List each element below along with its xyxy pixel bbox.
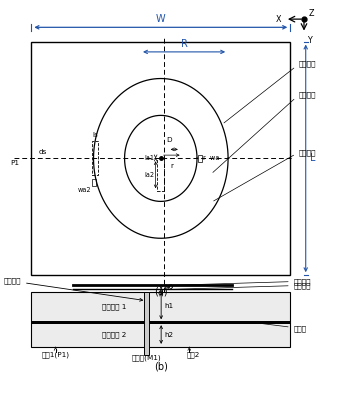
Bar <box>144 291 149 355</box>
Text: la1: la1 <box>144 155 154 161</box>
Bar <box>92 179 96 186</box>
Text: h1: h1 <box>164 303 173 309</box>
Text: ds: ds <box>38 149 47 155</box>
Text: R: R <box>181 39 187 49</box>
Text: 接地面: 接地面 <box>254 323 307 332</box>
Text: 介质基片: 介质基片 <box>214 149 316 201</box>
Text: 馈线1(P1): 馈线1(P1) <box>42 352 70 358</box>
Text: (a): (a) <box>154 286 168 297</box>
Text: 介质基片 1: 介质基片 1 <box>102 304 126 310</box>
Text: X: X <box>276 15 282 23</box>
Bar <box>31 321 290 324</box>
Text: L: L <box>310 153 315 164</box>
Bar <box>92 141 98 175</box>
Text: 介质基片 2: 介质基片 2 <box>102 331 126 338</box>
Text: h2: h2 <box>164 332 173 337</box>
Text: Y: Y <box>307 36 311 45</box>
Text: wa2: wa2 <box>77 187 91 193</box>
Text: (b): (b) <box>154 361 168 371</box>
Text: 圆形贴片: 圆形贴片 <box>224 61 316 123</box>
Text: Z: Z <box>308 9 313 18</box>
Bar <box>198 155 202 162</box>
Text: W: W <box>156 14 166 24</box>
Text: D: D <box>166 137 172 143</box>
Bar <box>157 157 163 191</box>
Text: 并联电感: 并联电感 <box>4 278 143 301</box>
Text: r  wa: r wa <box>203 155 220 162</box>
Text: h0: h0 <box>164 284 173 291</box>
Text: 馈线2: 馈线2 <box>187 352 200 358</box>
Text: 加载圆盘: 加载圆盘 <box>213 92 316 173</box>
Text: 加载圆盘: 加载圆盘 <box>171 278 311 285</box>
Text: la2: la2 <box>144 172 154 178</box>
Bar <box>31 322 290 347</box>
Text: P2: P2 <box>165 285 174 291</box>
Text: ls: ls <box>92 132 98 138</box>
Text: P1: P1 <box>11 159 20 166</box>
Text: 圆形贴片: 圆形贴片 <box>171 282 311 289</box>
Text: 同轴线(M1): 同轴线(M1) <box>132 354 161 361</box>
Bar <box>31 42 290 275</box>
Bar <box>31 291 290 322</box>
Text: r: r <box>170 163 173 169</box>
